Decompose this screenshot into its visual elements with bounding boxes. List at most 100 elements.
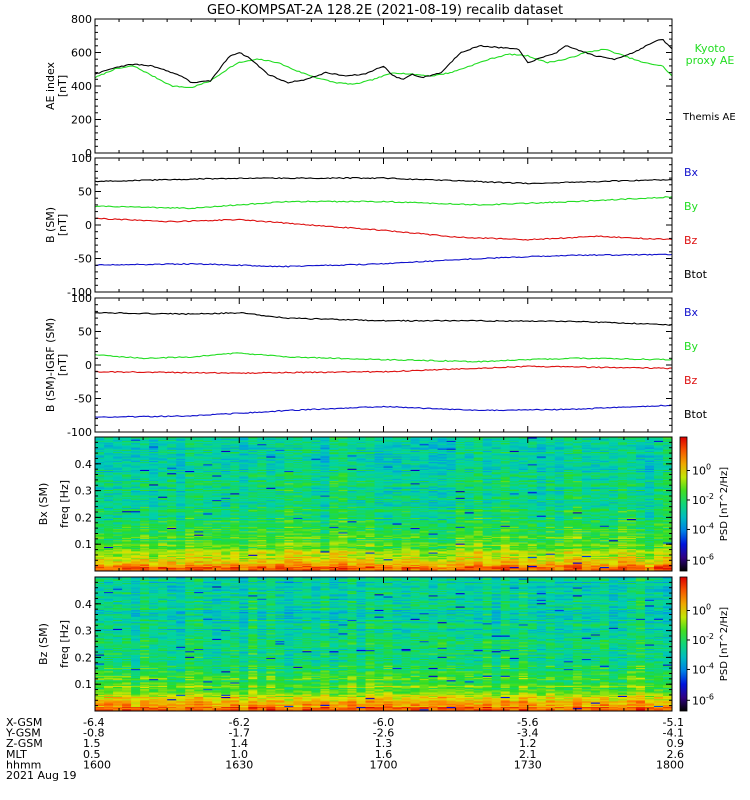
spectrogram-cell	[635, 492, 646, 495]
spectrogram-cell	[104, 502, 114, 505]
spectrogram-cell	[563, 560, 574, 563]
spectrogram-cell	[212, 565, 222, 568]
spectrogram-cell	[491, 499, 502, 502]
spectrogram-cell	[437, 512, 448, 515]
spectrogram-cell	[365, 524, 375, 526]
spectrogram-cell	[401, 495, 412, 497]
spectrogram-cell	[563, 499, 574, 502]
spectrogram-cell	[536, 515, 547, 517]
spectrogram-cell	[248, 491, 258, 494]
spectrogram-cell	[662, 496, 673, 498]
spectrogram-cell	[158, 557, 168, 560]
spectrogram-cell	[365, 493, 375, 496]
spectrogram-cell	[527, 567, 538, 570]
spectrogram-cell	[194, 521, 204, 524]
spectrogram-cell	[491, 558, 502, 561]
spectrogram-cell	[527, 528, 538, 531]
spectrogram-cell	[608, 539, 619, 542]
spectrogram-cell	[527, 522, 538, 525]
spectrogram-cell	[527, 499, 538, 502]
spectrogram-cell	[653, 493, 664, 496]
spectrogram-cell	[590, 499, 601, 502]
spectrogram-cell	[536, 496, 547, 498]
spectrogram-cell	[95, 492, 105, 495]
spectrogram-cell	[536, 501, 547, 504]
spectrogram-cell	[617, 550, 628, 553]
spectrogram-cell	[158, 495, 168, 497]
spectrogram-cell	[410, 533, 421, 535]
spectrogram-cell	[419, 510, 430, 513]
spectrogram-cell	[509, 566, 520, 569]
spectrogram-cell	[329, 529, 339, 532]
spectrogram-cell	[113, 528, 123, 531]
spectrogram-cell	[275, 563, 285, 565]
spectrogram-cell	[212, 497, 222, 499]
spectrogram-cell	[347, 496, 357, 498]
spectrogram-cell	[230, 491, 240, 494]
spectrogram-cell	[635, 490, 646, 493]
spectrogram-cell	[437, 543, 448, 545]
spectrogram-cell	[212, 564, 222, 566]
spectrogram-cell	[554, 554, 565, 556]
spectrogram-cell	[356, 538, 366, 541]
spectrogram-cell	[320, 505, 330, 507]
spectrogram-cell	[95, 544, 105, 546]
spectrogram-cell	[446, 520, 457, 523]
spectrogram-cell	[158, 568, 168, 571]
spectrogram-cell	[266, 509, 276, 512]
spectrogram-cell	[662, 549, 673, 552]
spectrogram-cell	[536, 560, 547, 563]
spectrogram-cell	[635, 563, 646, 565]
spectrogram-cell	[419, 492, 430, 495]
spectrogram-cell	[104, 506, 114, 508]
spectrogram-cell	[149, 553, 159, 555]
spectrogram-cell	[491, 508, 502, 511]
spectrogram-cell	[644, 534, 655, 536]
spectrogram-cell	[140, 549, 150, 552]
spectrogram-cell	[158, 498, 168, 501]
spectrogram-cell	[194, 566, 204, 569]
spectrogram-cell	[185, 557, 195, 560]
spectrogram-cell	[257, 528, 267, 531]
spectrogram-cell	[221, 508, 231, 511]
spectrogram-cell	[302, 506, 312, 508]
spectrogram-cell	[275, 540, 285, 543]
spectrogram-cell	[149, 491, 159, 494]
spectrogram-cell	[554, 510, 565, 513]
spectrogram-cell	[257, 544, 267, 546]
spectrogram-cell	[527, 527, 538, 530]
spectrogram-cell	[248, 535, 258, 537]
spectrogram-cell	[464, 526, 475, 528]
spectrogram-cell	[338, 520, 348, 523]
spectrogram-cell	[608, 529, 619, 532]
spectrogram-cell	[581, 533, 592, 535]
spectrogram-cell	[266, 538, 276, 541]
spectrogram-cell	[491, 529, 502, 532]
spectrogram-cell	[419, 537, 430, 540]
spectrogram-cell	[410, 514, 421, 516]
spectrogram-cell	[464, 506, 475, 508]
spectrogram-cell	[149, 502, 159, 505]
spectrogram-cell	[626, 510, 637, 513]
spectrogram-cell	[230, 510, 240, 513]
spectrogram-cell	[572, 552, 583, 554]
spectrogram-cell	[617, 500, 628, 503]
spectrogram-cell	[248, 553, 258, 555]
spectrogram-cell	[635, 564, 646, 566]
spectrogram-cell	[248, 562, 258, 564]
spectrogram-cell	[347, 529, 357, 532]
spectrogram-cell	[536, 527, 547, 530]
spectrogram-cell	[473, 566, 484, 569]
spectrogram-cell	[329, 559, 339, 562]
spectrogram-cell	[230, 540, 240, 543]
spectrogram-cell	[536, 550, 547, 553]
spectrogram-cell	[212, 521, 222, 524]
spectrogram-cell	[563, 497, 574, 499]
spectrogram-cell	[302, 491, 312, 494]
spectrogram-cell	[365, 521, 375, 524]
spectrogram-cell	[563, 531, 574, 534]
spectrogram-cell	[644, 564, 655, 566]
spectrogram-cell	[545, 538, 556, 541]
spectrogram-cell	[266, 540, 276, 543]
spectrogram-cell	[212, 545, 222, 547]
